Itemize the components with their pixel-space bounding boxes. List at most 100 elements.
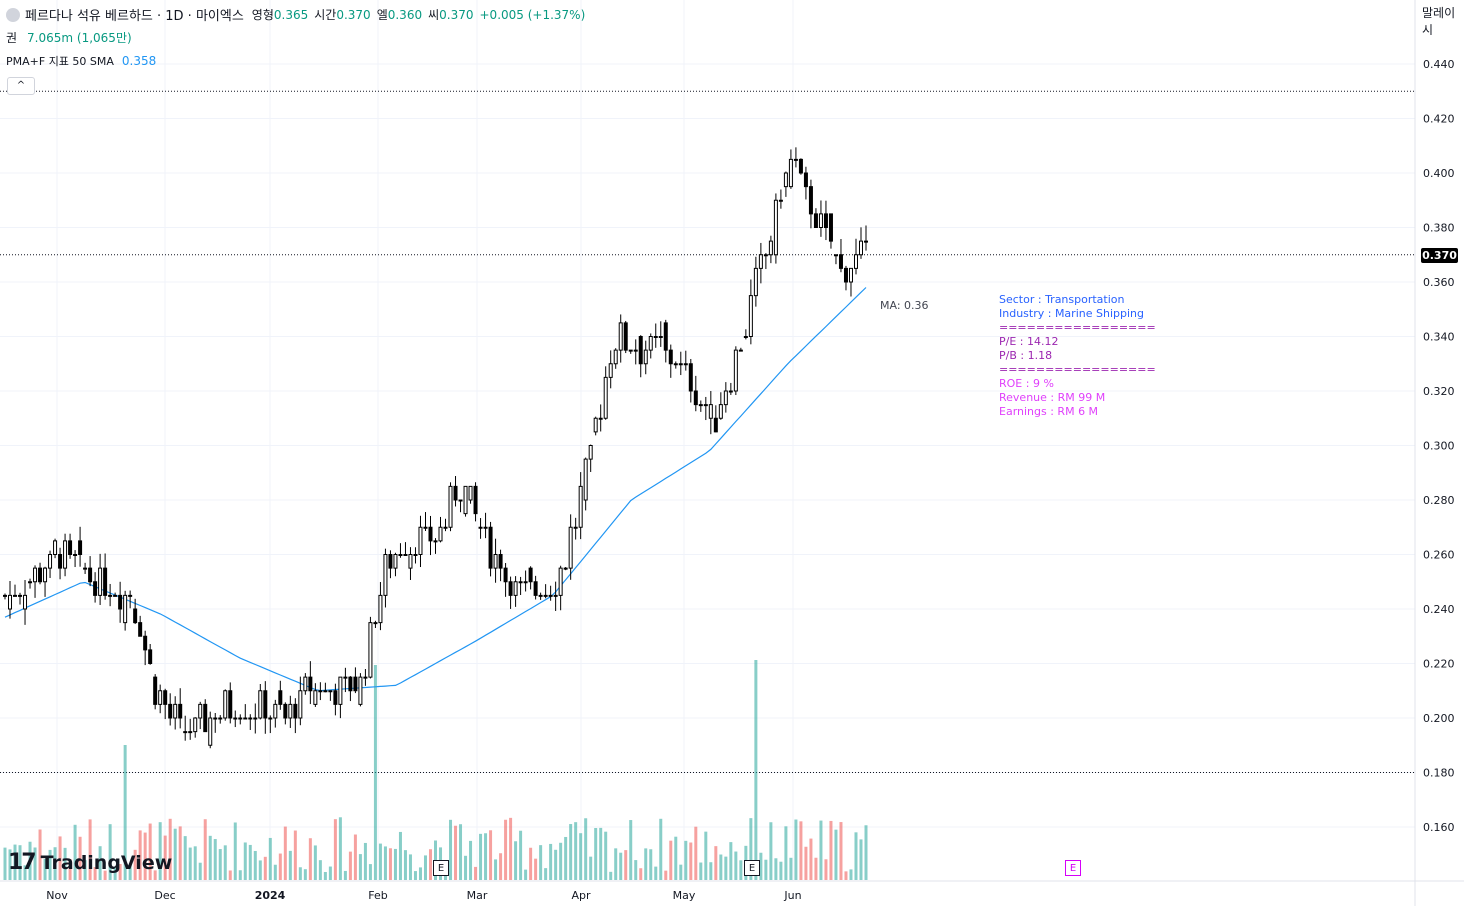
volume-bar bbox=[764, 859, 768, 880]
volume-bar bbox=[779, 861, 783, 880]
candle-body bbox=[333, 690, 338, 705]
candle-body bbox=[523, 581, 528, 584]
volume-bar bbox=[8, 849, 12, 880]
candle-body bbox=[793, 158, 798, 161]
candle-body bbox=[823, 213, 828, 228]
malaysia-flag-icon bbox=[6, 7, 20, 22]
volume-bar bbox=[509, 817, 513, 880]
volume-legend[interactable]: 권 7.065m (1,065만) bbox=[6, 29, 132, 46]
candle-body bbox=[268, 717, 273, 720]
candle-body bbox=[638, 336, 643, 365]
indicator-legend[interactable]: PMA+F 지표 50 SMA 0.358 bbox=[6, 53, 156, 69]
volume-bar bbox=[198, 862, 202, 880]
candle-body bbox=[118, 594, 123, 610]
price-tick-label: 0.320 bbox=[1423, 385, 1455, 398]
candle-body bbox=[728, 390, 733, 393]
candle-body bbox=[613, 349, 618, 365]
volume-bar bbox=[383, 846, 387, 880]
volume-bar bbox=[208, 835, 212, 880]
candle-body bbox=[528, 567, 533, 583]
volume-bar bbox=[724, 856, 728, 880]
open-value: 0.365 bbox=[273, 7, 309, 22]
price-tick-label: 0.400 bbox=[1423, 167, 1455, 180]
candle-body bbox=[233, 717, 238, 720]
candle-body bbox=[278, 690, 283, 705]
candle-body bbox=[93, 581, 98, 596]
high-label: 시간 bbox=[314, 8, 337, 22]
volume-bar bbox=[619, 852, 623, 880]
volume-bar bbox=[734, 851, 738, 880]
volume-bar bbox=[218, 849, 222, 880]
symbol-title[interactable]: 페르다나 석유 베르하드 · 1D · 마이엑스 bbox=[25, 9, 244, 24]
volume-bar bbox=[829, 820, 833, 880]
candle-body bbox=[158, 690, 163, 705]
volume-bar bbox=[499, 853, 503, 880]
roe-text: ROE : 9 % bbox=[999, 377, 1054, 390]
volume-bar bbox=[719, 854, 723, 880]
volume-value: 7.065m (1,065만) bbox=[27, 31, 132, 45]
volume-bar bbox=[228, 870, 232, 880]
candle-body bbox=[28, 581, 33, 584]
candle-body bbox=[323, 690, 328, 693]
volume-bar bbox=[544, 868, 548, 880]
candle-body bbox=[428, 526, 433, 542]
ma-label: MA: 0.36 bbox=[880, 299, 929, 312]
volume-bar bbox=[599, 827, 603, 880]
earnings-marker[interactable]: E bbox=[744, 860, 760, 876]
tradingview-logo-icon: 17 bbox=[8, 850, 37, 875]
volume-bar bbox=[33, 847, 37, 880]
candle-body bbox=[688, 363, 693, 392]
revenue-text: Revenue : RM 99 M bbox=[999, 391, 1106, 404]
volume-bar bbox=[709, 862, 713, 880]
candle-body bbox=[88, 567, 93, 583]
volume-bar bbox=[418, 867, 422, 880]
volume-bar bbox=[353, 834, 357, 880]
volume-bar bbox=[504, 819, 508, 880]
candle-body bbox=[478, 526, 483, 529]
volume-bar bbox=[774, 858, 778, 880]
time-tick-label: Apr bbox=[571, 889, 591, 902]
volume-bar bbox=[3, 847, 7, 880]
candle-body bbox=[753, 267, 758, 297]
volume-bar bbox=[789, 857, 793, 880]
candle-body bbox=[183, 731, 188, 734]
volume-bar bbox=[153, 870, 157, 880]
candle-body bbox=[173, 703, 178, 719]
volume-bar bbox=[479, 833, 483, 880]
candle-body bbox=[533, 581, 538, 596]
candle-body bbox=[293, 703, 298, 719]
candle-body bbox=[3, 594, 7, 597]
time-tick-label: 2024 bbox=[255, 889, 286, 902]
volume-bar bbox=[333, 819, 337, 880]
candle-body bbox=[433, 540, 438, 543]
volume-bar bbox=[484, 833, 488, 880]
candle-body bbox=[658, 336, 663, 338]
candle-body bbox=[368, 622, 373, 678]
candle-body bbox=[723, 390, 728, 406]
volume-bar bbox=[459, 824, 463, 880]
volume-bar bbox=[854, 832, 858, 880]
candle-body bbox=[603, 376, 608, 419]
candle-body bbox=[503, 567, 508, 583]
volume-bar bbox=[809, 838, 813, 880]
volume-bar bbox=[48, 849, 52, 880]
volume-bar bbox=[203, 819, 207, 880]
candle-body bbox=[843, 267, 848, 283]
candle-body bbox=[258, 690, 263, 719]
tradingview-logo[interactable]: 17 TradingView bbox=[8, 850, 172, 875]
volume-bar bbox=[143, 832, 147, 880]
earnings-marker[interactable]: E bbox=[433, 860, 449, 876]
volume-bar bbox=[534, 858, 538, 880]
price-tick-label: 0.300 bbox=[1423, 440, 1455, 453]
candle-body bbox=[813, 213, 818, 228]
candle-body bbox=[73, 554, 78, 556]
candle-body bbox=[413, 554, 418, 556]
earnings-marker-upcoming[interactable]: E bbox=[1065, 860, 1081, 876]
price-tick-label: 0.380 bbox=[1423, 222, 1455, 235]
candle-body bbox=[853, 254, 858, 269]
volume-bar bbox=[714, 846, 718, 880]
chevron-up-icon[interactable]: ^ bbox=[7, 77, 35, 95]
volume-bar bbox=[449, 819, 453, 880]
volume-bar bbox=[699, 862, 703, 880]
